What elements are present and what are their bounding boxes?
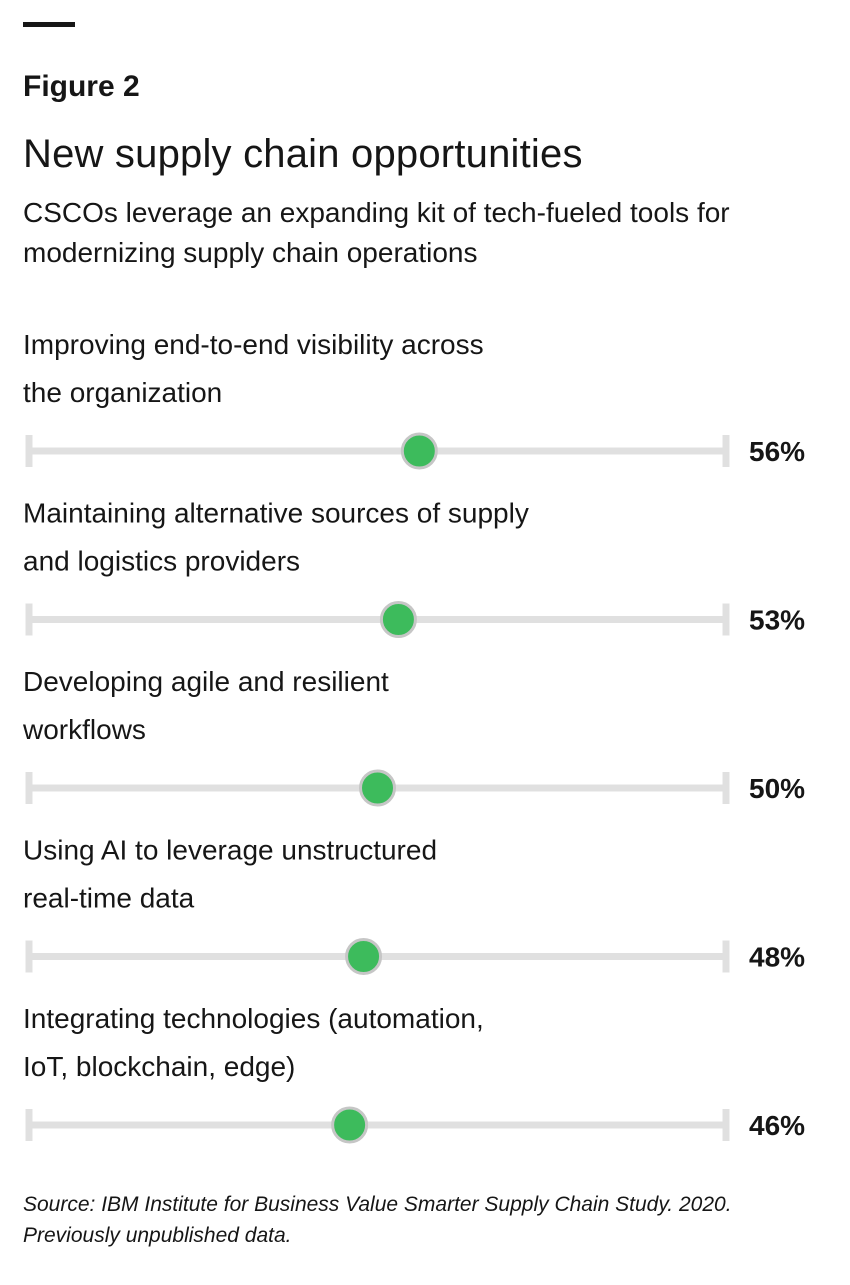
chart-row: Improving end-to-end visibility across th…: [23, 329, 805, 470]
category-label: Improving end-to-end visibility across: [23, 329, 484, 360]
data-value-label: 53%: [749, 605, 805, 636]
data-value-label: 50%: [749, 773, 805, 804]
chart-row: Using AI to leverage unstructured real-ti…: [23, 835, 805, 975]
category-label: Using AI to leverage unstructured: [23, 835, 437, 866]
category-label: and logistics providers: [23, 546, 300, 577]
data-value-label: 46%: [749, 1110, 805, 1141]
chart-row: Developing agile and resilient workflows 5…: [22, 666, 805, 807]
chart-subtitle: CSCOs leverage an expanding kit of tech-…: [23, 197, 730, 268]
dot-plot-chart: Improving end-to-end visibility across th…: [22, 329, 805, 1144]
category-label: real-time data: [23, 883, 195, 914]
chart-row: Integrating technologies (automation, IoT…: [23, 1003, 805, 1144]
category-label: IoT, blockchain, edge): [23, 1051, 295, 1082]
chart-row: Maintaining alternative sources of suppl…: [23, 498, 805, 638]
category-label: the organization: [23, 377, 222, 408]
category-label: Integrating technologies (automation,: [23, 1003, 484, 1034]
figure-label: Figure 2: [23, 70, 140, 103]
category-label: workflows: [22, 714, 146, 745]
data-point-marker: [331, 1106, 369, 1144]
category-label: Developing agile and resilient: [23, 666, 389, 697]
data-value-label: 48%: [749, 942, 805, 973]
chart-title: New supply chain opportunities: [23, 132, 583, 176]
header-rule: [23, 22, 75, 27]
source-note: Source: IBM Institute for Business Value…: [23, 1193, 732, 1247]
data-point-marker: [400, 432, 438, 470]
data-point-marker: [359, 769, 396, 807]
data-value-label: 56%: [749, 436, 805, 467]
data-point-marker: [379, 601, 417, 638]
category-label: Maintaining alternative sources of suppl…: [23, 498, 529, 529]
data-point-marker: [345, 938, 383, 975]
